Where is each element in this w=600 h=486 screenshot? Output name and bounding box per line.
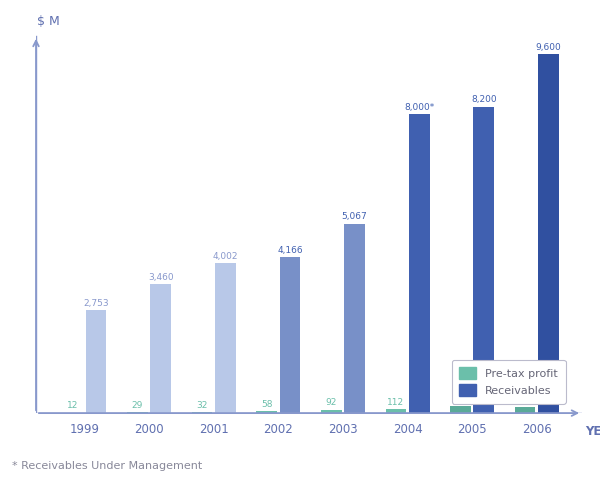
Bar <box>538 54 559 413</box>
Text: $ M: $ M <box>37 15 60 28</box>
Bar <box>256 411 277 413</box>
Bar <box>386 409 406 413</box>
Bar <box>215 263 236 413</box>
Text: 92: 92 <box>326 399 337 407</box>
Bar <box>450 406 471 413</box>
Text: 8,000*: 8,000* <box>404 103 434 112</box>
Bar <box>151 284 171 413</box>
Text: 58: 58 <box>261 399 272 409</box>
Text: 9,600: 9,600 <box>536 43 561 52</box>
Text: * Receivables Under Management: * Receivables Under Management <box>12 461 202 471</box>
Bar <box>409 114 430 413</box>
Text: 29: 29 <box>132 401 143 410</box>
Text: 168: 168 <box>517 396 534 404</box>
Bar <box>344 224 365 413</box>
Text: 32: 32 <box>196 400 208 410</box>
Text: 2,753: 2,753 <box>83 299 109 308</box>
Text: 112: 112 <box>388 398 404 407</box>
Text: 12: 12 <box>67 401 79 410</box>
Bar <box>86 310 106 413</box>
Bar <box>192 412 212 413</box>
Text: 4,002: 4,002 <box>212 252 238 261</box>
Bar <box>280 258 300 413</box>
Bar <box>127 412 148 413</box>
Text: 3,460: 3,460 <box>148 273 173 281</box>
Bar <box>515 407 535 413</box>
Text: 8,200: 8,200 <box>471 95 497 104</box>
Text: YEAR: YEAR <box>585 425 600 438</box>
Bar <box>473 106 494 413</box>
Text: 188: 188 <box>452 395 469 404</box>
Text: 4,166: 4,166 <box>277 246 303 255</box>
Legend: Pre-tax profit, Receivables: Pre-tax profit, Receivables <box>452 360 566 404</box>
Bar <box>321 410 341 413</box>
Text: 5,067: 5,067 <box>341 212 367 222</box>
